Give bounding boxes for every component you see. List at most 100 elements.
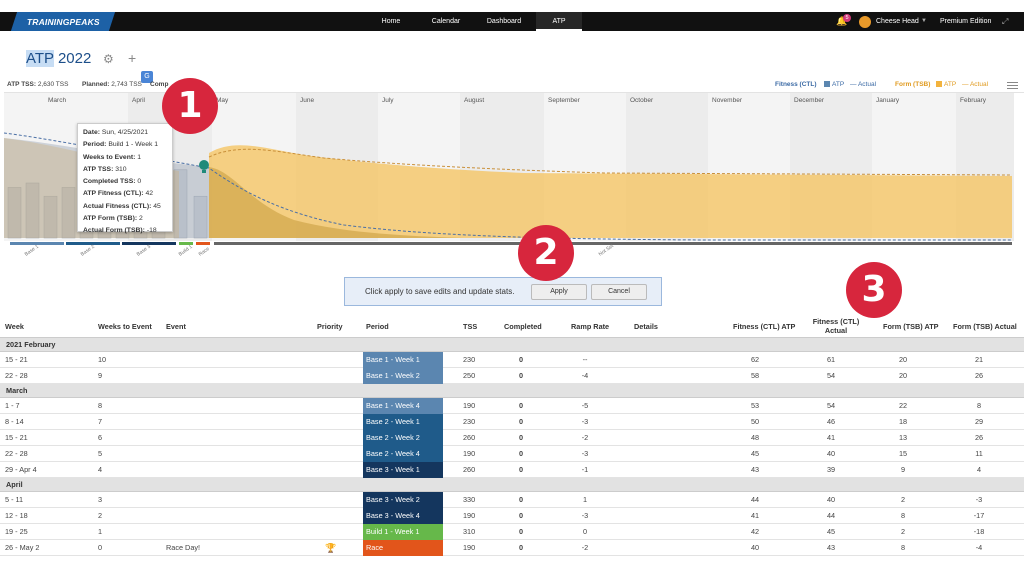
tss-bar[interactable] (25, 182, 40, 239)
page-title-selected: ATP (26, 50, 54, 67)
cell-weeks-to-event: 3 (98, 495, 103, 504)
cancel-button[interactable]: Cancel (591, 284, 647, 300)
cell-period[interactable]: Base 1 - Week 1 (363, 352, 443, 368)
cell-form-actual: -18 (973, 527, 985, 536)
col-form-actual[interactable]: Form (TSB) Actual (953, 321, 1017, 331)
table-row[interactable]: 8 - 14 7 230 0 -3 50 46 18 29 Base 2 - Week 1 (0, 414, 1024, 430)
user-name[interactable]: Cheese Head (876, 18, 919, 25)
col-fitness-atp[interactable]: Fitness (CTL) ATP (733, 321, 796, 331)
cell-week: 19 - 25 (5, 527, 28, 536)
col-event[interactable]: Event (166, 321, 186, 331)
cell-week: 15 - 21 (5, 433, 28, 442)
tss-bar[interactable] (193, 195, 208, 239)
trainingpeaks-logo[interactable]: TRAININGPEAKS (10, 12, 116, 31)
cell-period[interactable]: Base 1 - Week 4 (363, 398, 443, 414)
cell-form-actual: 11 (975, 449, 983, 458)
cell-event[interactable]: Race Day! (166, 543, 201, 552)
cell-ramp-rate: 0 (582, 527, 588, 536)
cell-weeks-to-event: 0 (98, 543, 103, 552)
table-row[interactable]: 15 - 21 6 260 0 -2 48 41 13 26 Base 2 - Week 2 (0, 430, 1024, 446)
cell-weeks-to-event: 1 (98, 527, 103, 536)
page-title: ATP 2022 (26, 50, 91, 70)
chevron-down-icon[interactable]: ▼ (921, 18, 927, 24)
tss-bar[interactable] (43, 195, 58, 239)
legend-form-actual[interactable]: — Actual (962, 81, 989, 88)
cell-tss: 250 (463, 371, 476, 380)
table-row[interactable]: 15 - 21 10 230 0 -- 62 61 20 21 Base 1 - Week 1 (0, 352, 1024, 368)
col-completed[interactable]: Completed (504, 321, 542, 331)
table-row[interactable]: 22 - 28 9 250 0 -4 58 54 20 26 Base 1 - Week 2 (0, 368, 1024, 384)
cell-fitness-atp: 44 (750, 495, 760, 504)
cell-fitness-actual: 39 (826, 465, 836, 474)
translate-icon[interactable]: G (141, 71, 153, 83)
bell-icon[interactable]: 🔔 (836, 16, 848, 26)
apply-button[interactable]: Apply (531, 284, 587, 300)
tss-bar[interactable] (7, 187, 22, 239)
cell-period[interactable]: Base 2 - Week 4 (363, 446, 443, 462)
tooltip-actual-form: Actual Form (TSB): -18 (83, 227, 157, 235)
col-form-atp[interactable]: Form (TSB) ATP (883, 321, 939, 331)
cell-completed: 0 (519, 543, 524, 552)
phase-label: Base 3 (136, 244, 152, 258)
expand-icon[interactable]: ⤢ (1002, 17, 1009, 26)
col-period[interactable]: Period (366, 321, 389, 331)
col-tss[interactable]: TSS (463, 321, 478, 331)
gear-icon[interactable]: ⚙ (103, 52, 114, 66)
avatar[interactable] (859, 16, 871, 28)
cell-weeks-to-event: 5 (98, 449, 103, 458)
tooltip-atp-tss: ATP TSS: 310 (83, 165, 127, 173)
nav-home[interactable]: Home (381, 18, 401, 25)
col-priority[interactable]: Priority (317, 321, 343, 331)
table-row[interactable]: 29 - Apr 4 4 260 0 -1 43 39 9 4 Base 3 - Week 1 (0, 462, 1024, 478)
month-section-header: March (0, 384, 1024, 398)
phase-label: Base 2 (80, 244, 96, 258)
nav-atp[interactable]: ATP (536, 12, 582, 31)
cell-tss: 190 (463, 511, 476, 520)
form-atp-area (209, 145, 1012, 238)
edition-label: Premium Edition (940, 18, 992, 25)
col-week[interactable]: Week (5, 321, 24, 331)
atp-tss-stat: ATP TSS: 2,630 TSS (7, 81, 69, 88)
col-weeks-to-event[interactable]: Weeks to Event (98, 321, 152, 331)
cell-form-actual: 26 (974, 371, 984, 380)
table-row[interactable]: 26 - May 2 0 Race Day! 190 0 -2 40 43 8 -4 Race 🏆 (0, 540, 1024, 556)
col-ramp-rate[interactable]: Ramp Rate (571, 321, 610, 331)
cell-form-actual: -17 (973, 511, 985, 520)
nav-dashboard[interactable]: Dashboard (486, 18, 522, 25)
cell-tss: 310 (463, 527, 476, 536)
table-row[interactable]: 5 - 11 3 330 0 1 44 40 2 -3 Base 3 - Week 2 (0, 492, 1024, 508)
table-row[interactable]: 1 - 7 8 190 0 -5 53 54 22 8 Base 1 - Week 4 (0, 398, 1024, 414)
cell-period[interactable]: Base 3 - Week 2 (363, 492, 443, 508)
cell-week: 8 - 14 (5, 417, 24, 426)
cell-form-actual: 29 (974, 417, 984, 426)
cell-period[interactable]: Build 1 - Week 1 (363, 524, 443, 540)
cell-completed: 0 (519, 495, 524, 504)
tooltip-completed-tss: Completed TSS: 0 (83, 178, 142, 186)
cell-period[interactable]: Base 2 - Week 1 (363, 414, 443, 430)
add-icon[interactable]: + (128, 50, 137, 66)
cell-period[interactable]: Base 2 - Week 2 (363, 430, 443, 446)
cell-ramp-rate: -2 (581, 433, 589, 442)
trophy-icon[interactable] (199, 160, 209, 173)
legend-fitness-actual[interactable]: — Actual (850, 81, 877, 88)
phase-bar (122, 242, 176, 245)
table-row[interactable]: 22 - 28 5 190 0 -3 45 40 15 11 Base 2 - Week 4 (0, 446, 1024, 462)
cell-fitness-atp: 62 (750, 355, 760, 364)
legend-fitness-atp[interactable]: ATP (824, 81, 844, 88)
cell-fitness-actual: 41 (826, 433, 836, 442)
table-row[interactable]: 19 - 25 1 310 0 0 42 45 2 -18 Build 1 - Week 1 (0, 524, 1024, 540)
legend-form-atp[interactable]: ATP (936, 81, 956, 88)
cell-period[interactable]: Base 1 - Week 2 (363, 368, 443, 384)
cell-period[interactable]: Base 3 - Week 1 (363, 462, 443, 478)
cell-period[interactable]: Race (363, 540, 443, 556)
nav-calendar[interactable]: Calendar (431, 18, 461, 25)
col-fitness-actual[interactable]: Fitness (CTL) Actual (812, 317, 860, 335)
col-details[interactable]: Details (634, 321, 658, 331)
menu-icon[interactable] (1007, 82, 1018, 89)
cell-fitness-actual: 43 (826, 543, 836, 552)
trophy-icon[interactable]: 🏆 (325, 543, 337, 553)
tss-bar[interactable] (173, 169, 188, 239)
table-row[interactable]: 12 - 18 2 190 0 -3 41 44 8 -17 Base 3 - Week 4 (0, 508, 1024, 524)
tss-bar[interactable] (61, 187, 76, 239)
cell-period[interactable]: Base 3 - Week 4 (363, 508, 443, 524)
